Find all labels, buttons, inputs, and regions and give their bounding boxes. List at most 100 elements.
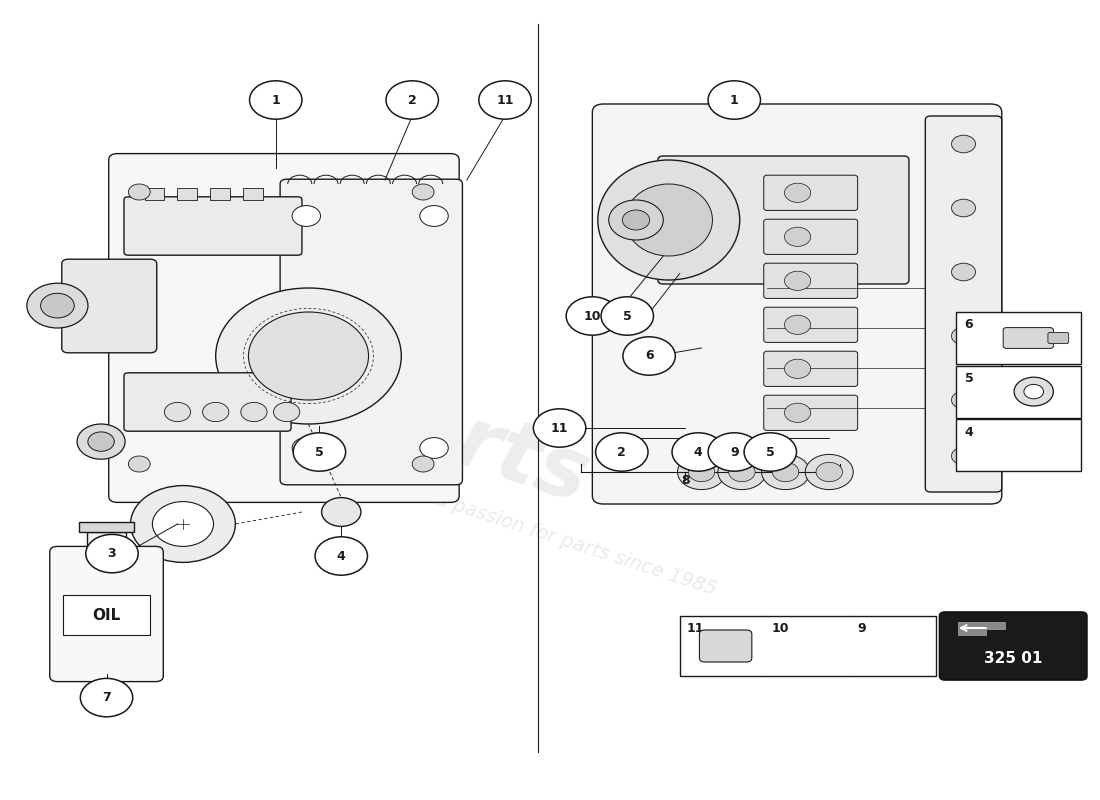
Circle shape	[86, 534, 139, 573]
Ellipse shape	[597, 160, 739, 280]
FancyBboxPatch shape	[763, 175, 858, 210]
Circle shape	[88, 432, 114, 451]
Circle shape	[294, 433, 345, 471]
Text: 10: 10	[584, 310, 601, 322]
Circle shape	[420, 206, 448, 226]
Circle shape	[708, 433, 760, 471]
Circle shape	[566, 297, 618, 335]
Bar	[243, 188, 263, 200]
Circle shape	[274, 402, 300, 422]
Circle shape	[41, 294, 74, 318]
Circle shape	[250, 81, 301, 119]
Circle shape	[293, 206, 320, 226]
Circle shape	[321, 498, 361, 526]
Circle shape	[412, 456, 434, 472]
FancyBboxPatch shape	[763, 351, 858, 386]
Circle shape	[678, 454, 726, 490]
Circle shape	[420, 438, 448, 458]
Circle shape	[216, 288, 402, 424]
Text: 11: 11	[551, 422, 569, 434]
Text: 5: 5	[315, 446, 323, 458]
FancyBboxPatch shape	[124, 197, 301, 255]
Text: 6: 6	[965, 318, 974, 331]
Text: 11: 11	[686, 622, 704, 634]
Text: 5: 5	[766, 446, 774, 458]
Circle shape	[952, 391, 976, 409]
Text: OIL: OIL	[92, 608, 121, 622]
Circle shape	[77, 424, 125, 459]
Circle shape	[784, 271, 811, 290]
Circle shape	[952, 135, 976, 153]
Circle shape	[672, 433, 725, 471]
FancyBboxPatch shape	[87, 532, 126, 552]
Text: 11: 11	[496, 94, 514, 106]
FancyBboxPatch shape	[124, 373, 292, 431]
Circle shape	[534, 409, 586, 447]
Circle shape	[728, 462, 755, 482]
Text: 9: 9	[857, 622, 866, 634]
Bar	[680, 616, 936, 676]
Text: 2: 2	[617, 446, 626, 458]
Circle shape	[952, 327, 976, 345]
FancyBboxPatch shape	[592, 104, 1002, 504]
FancyBboxPatch shape	[939, 612, 1087, 680]
Text: 4: 4	[694, 446, 703, 458]
Circle shape	[26, 283, 88, 328]
Bar	[177, 188, 197, 200]
Circle shape	[131, 486, 235, 562]
Circle shape	[595, 433, 648, 471]
Bar	[956, 312, 1081, 364]
FancyBboxPatch shape	[280, 179, 462, 485]
Circle shape	[249, 312, 368, 400]
FancyBboxPatch shape	[658, 156, 909, 284]
Circle shape	[386, 81, 439, 119]
FancyBboxPatch shape	[50, 546, 163, 682]
Circle shape	[816, 462, 843, 482]
Text: 10: 10	[772, 622, 790, 634]
Polygon shape	[958, 622, 1005, 635]
Text: 2: 2	[408, 94, 417, 106]
Bar	[956, 366, 1081, 418]
Circle shape	[293, 438, 320, 458]
Circle shape	[952, 263, 976, 281]
Text: 4: 4	[337, 550, 345, 562]
Text: eurosports: eurosports	[72, 279, 600, 521]
Circle shape	[805, 454, 854, 490]
Circle shape	[689, 462, 715, 482]
Ellipse shape	[625, 184, 713, 256]
Circle shape	[608, 200, 663, 240]
Circle shape	[784, 227, 811, 246]
Circle shape	[623, 210, 650, 230]
Circle shape	[718, 454, 766, 490]
Text: 6: 6	[645, 350, 653, 362]
Circle shape	[315, 537, 367, 575]
FancyBboxPatch shape	[763, 395, 858, 430]
Circle shape	[761, 454, 810, 490]
Text: 8: 8	[681, 474, 690, 486]
FancyBboxPatch shape	[63, 595, 151, 635]
FancyBboxPatch shape	[763, 219, 858, 254]
FancyBboxPatch shape	[1048, 333, 1069, 344]
Text: 9: 9	[730, 446, 738, 458]
Circle shape	[1014, 378, 1054, 406]
FancyBboxPatch shape	[925, 116, 1002, 492]
Circle shape	[1024, 385, 1044, 399]
Circle shape	[744, 433, 796, 471]
Circle shape	[952, 199, 976, 217]
Circle shape	[241, 402, 267, 422]
Text: 1: 1	[272, 94, 280, 106]
FancyBboxPatch shape	[62, 259, 156, 353]
Circle shape	[202, 402, 229, 422]
Circle shape	[80, 678, 133, 717]
Circle shape	[153, 502, 213, 546]
Circle shape	[129, 456, 151, 472]
Bar	[210, 188, 230, 200]
Text: 3: 3	[108, 547, 117, 560]
Bar	[145, 188, 164, 200]
FancyBboxPatch shape	[109, 154, 459, 502]
Text: 1: 1	[730, 94, 738, 106]
Text: 5: 5	[623, 310, 631, 322]
Circle shape	[784, 359, 811, 378]
Circle shape	[164, 402, 190, 422]
FancyBboxPatch shape	[763, 263, 858, 298]
